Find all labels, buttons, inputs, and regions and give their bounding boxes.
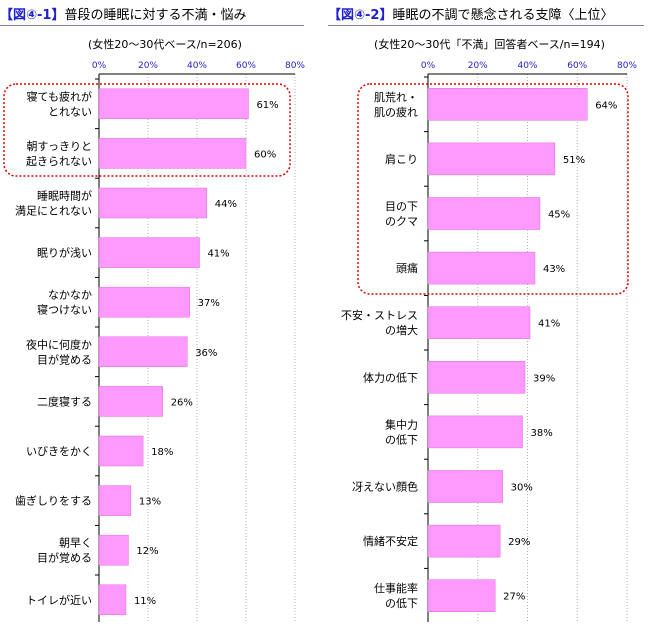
category-label-left: トイレが近い [26,593,92,607]
bar-left [98,336,188,368]
bar-right [427,306,531,339]
x-tick-label-left: 20% [138,61,158,71]
category-label-left: 朝すっきりと起きられない [26,140,92,168]
title-text-left: 普段の睡眠に対する不満・悩み [64,8,247,23]
bar-right [427,361,526,394]
category-label-right: 目の下のクマ [385,200,418,228]
bar-right [427,142,556,176]
category-label-right: 情緒不安定 [363,534,418,548]
category-label-right: 肌荒れ・肌の疲れ [374,91,418,119]
x-tick-label-right: 80% [617,61,637,71]
data-label-right: 51% [563,155,585,166]
category-label-left: 夜中に何度か目が覚める [26,337,92,366]
category-label-right: 肩こり [385,152,418,166]
bar-right [427,579,496,612]
category-label-right: 不安・ストレスの増大 [341,308,418,337]
chart-title-left: 【図④-1】普段の睡眠に対する不満・悩み [0,4,246,23]
data-label-left: 44% [215,199,237,210]
data-label-left: 26% [171,397,193,408]
bar-left [98,138,247,169]
title-rule-right [328,25,644,26]
x-tick-label-left: 80% [285,61,305,71]
data-label-right: 64% [595,100,617,111]
category-label-right: 頭痛 [396,261,418,275]
bar-left [98,534,129,566]
bar-left [98,584,127,616]
figure-tag-left: 【図④-1】 [0,8,65,23]
data-label-left: 36% [195,348,217,359]
bar-left [98,88,249,120]
chart-title-right: 【図④-2】睡眠の不調で懸念される支障〈上位〉 [328,4,613,23]
data-label-right: 41% [538,319,560,330]
data-label-right: 29% [508,537,530,548]
category-label-right: 体力の低下 [363,370,418,384]
data-label-left: 37% [198,298,220,309]
chart-subtitle-right: (女性20～30代「不満」回答者ベース/n=194) [374,38,605,51]
data-label-left: 11% [134,596,156,607]
title-rule-left [0,25,304,26]
category-label-right: 集中力の低下 [385,417,418,446]
data-label-right: 45% [548,210,570,221]
chart-panel-left: 【図④-1】普段の睡眠に対する不満・悩み (女性20～30代ベース/n=206)… [0,0,320,633]
data-label-left: 61% [256,100,278,111]
data-label-right: 30% [511,483,533,494]
bar-left [98,237,200,268]
data-label-left: 18% [151,447,173,458]
category-label-left: 二度寝する [37,394,92,408]
x-tick-label-right: 40% [517,61,537,71]
bar-right [427,197,541,230]
title-text-right: 睡眠の不調で懸念される支障〈上位〉 [392,8,614,23]
bar-right [427,88,588,121]
category-label-right: 冴えない顔色 [352,480,418,494]
bar-chart-left: 0% 20% 40% 60% 80% 61% 寝ても疲れがとれない 60% 朝すっきりと起きられ… [3,61,305,622]
data-label-left: 12% [136,546,158,557]
bar-right [427,524,501,558]
category-label-left: なかなか寝つけない [37,289,92,317]
x-tick-label-right: 20% [468,61,488,71]
category-label-left: 睡眠時間が満足にとれない [15,189,92,218]
x-tick-label-right: 0% [421,61,436,71]
category-label-left: 寝ても疲れがとれない [27,89,92,118]
bar-left [98,286,190,318]
x-tick-label-left: 0% [92,61,107,71]
bar-chart-right: 0% 20% 40% 60% 80% 64% 肌荒れ・肌の疲れ 51% 肩こり 45% 目の下のクマ… [341,61,637,622]
bar-left [98,187,208,219]
chart-panel-right: 【図④-2】睡眠の不調で懸念される支障〈上位〉 (女性20～30代「不満」回答者… [328,0,651,633]
data-label-right: 43% [543,264,565,275]
data-label-left: 60% [254,149,276,160]
category-label-right: 仕事能率の低下 [374,581,418,610]
bar-right [427,470,503,503]
bar-right [427,251,536,285]
bar-left [98,386,163,417]
figure-tag-right: 【図④-2】 [328,8,393,23]
bar-right [427,415,523,449]
chart-subtitle-left: (女性20～30代ベース/n=206) [88,38,242,51]
bar-left [98,435,144,467]
x-tick-label-left: 40% [187,61,207,71]
data-label-right: 38% [531,428,553,439]
category-label-left: 歯ぎしりをする [15,494,92,508]
data-label-right: 27% [503,592,525,603]
x-tick-label-left: 60% [236,61,256,71]
data-label-left: 41% [207,249,229,260]
data-label-right: 39% [533,373,555,384]
highlight-box-right [357,83,629,295]
category-label-left: 眠りが浅い [37,246,92,260]
x-tick-label-right: 60% [567,61,587,71]
category-label-left: 朝早く目が覚める [37,537,92,565]
category-label-left: いびきをかく [26,445,92,458]
data-label-left: 13% [139,497,161,508]
bar-left [98,485,132,516]
